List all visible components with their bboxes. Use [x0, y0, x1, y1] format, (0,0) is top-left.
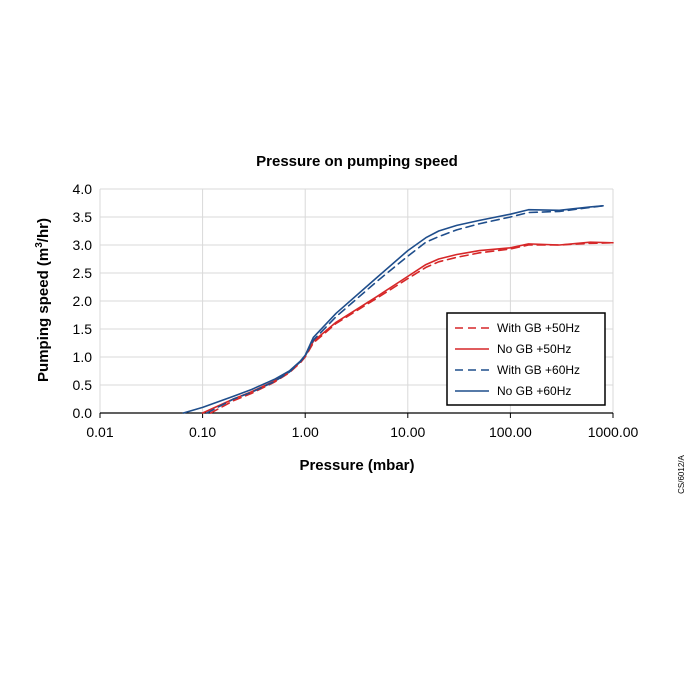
x-axis-label: Pressure (mbar)	[299, 457, 414, 474]
axes: 0.0 0.5 1.0 1.5 2.0 2.5 3.0 3.5 4.0 0.01 0.10 1.00 1…	[73, 181, 639, 440]
legend-label-1: With GB +50Hz	[497, 321, 580, 335]
chart-title: Pressure on pumping speed	[256, 153, 458, 170]
x-tick-label: 1000.00	[588, 424, 639, 440]
y-tick-label: 4.0	[73, 181, 93, 197]
y-axis-label-main: Pumping speed (m	[35, 248, 52, 382]
series-line-4	[182, 205, 604, 414]
y-axis-label: Pumping speed (m3/hr)	[34, 218, 52, 382]
y-axis-label-sup: 3	[34, 242, 45, 248]
grid	[99, 188, 614, 413]
legend-label-3: With GB +60Hz	[497, 363, 580, 377]
x-tick-label: 1.00	[292, 424, 319, 440]
x-tick-label: 0.10	[189, 424, 216, 440]
y-tick-label: 3.5	[73, 209, 93, 225]
legend: With GB +50Hz No GB +50Hz With GB +60Hz No …	[446, 312, 606, 406]
y-tick-label: 0.5	[73, 377, 93, 393]
y-tick-label: 2.5	[73, 265, 93, 281]
x-tick-label: 100.00	[489, 424, 532, 440]
legend-label-2: No GB +50Hz	[497, 342, 571, 356]
y-tick-label: 0.0	[73, 405, 93, 421]
y-tick-label: 1.0	[73, 349, 93, 365]
series-line-3	[206, 205, 604, 414]
series-lines	[182, 205, 614, 414]
x-tick-label: 10.00	[390, 424, 425, 440]
y-tick-label: 2.0	[73, 293, 93, 309]
legend-label-4: No GB +60Hz	[497, 384, 571, 398]
y-axis-label-tail: /hr)	[35, 218, 52, 242]
document-code: CS/6012/A	[676, 455, 686, 494]
series-line-1	[209, 241, 614, 414]
y-tick-label: 1.5	[73, 321, 93, 337]
y-tick-label: 3.0	[73, 237, 93, 253]
x-tick-label: 0.01	[86, 424, 113, 440]
